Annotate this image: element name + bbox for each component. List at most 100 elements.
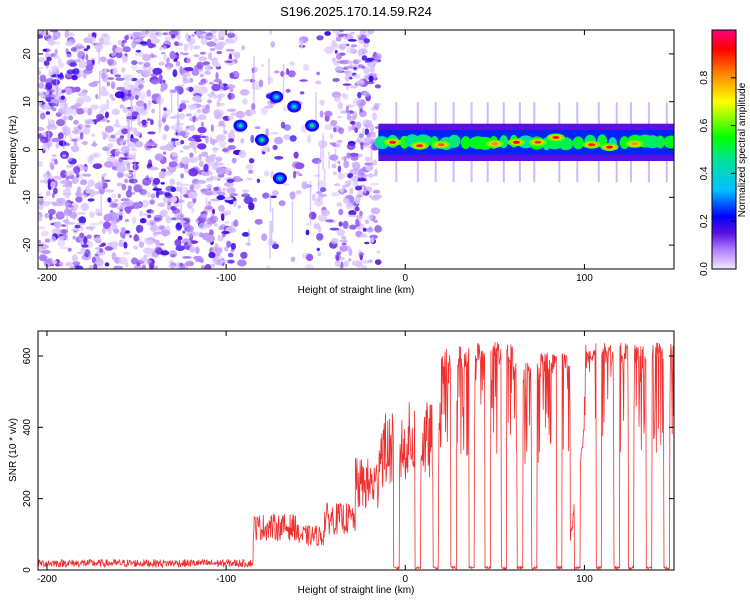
heatmap-cell xyxy=(170,253,176,258)
heatmap-streak xyxy=(223,119,225,133)
heatmap-cell xyxy=(198,114,207,121)
heatmap-cell xyxy=(191,207,195,214)
heatmap-cell xyxy=(316,71,320,76)
heatmap-cell xyxy=(124,200,134,206)
heatmap-cell xyxy=(347,214,357,218)
heatmap-cell xyxy=(198,81,205,86)
heatmap-cell xyxy=(56,263,61,267)
heatmap-cell xyxy=(286,68,290,75)
heatmap-cell xyxy=(39,112,46,120)
heatmap-cell xyxy=(345,105,349,114)
heatmap-cell xyxy=(108,136,118,143)
heatmap-cell xyxy=(206,93,216,97)
heatmap-cell xyxy=(248,202,255,211)
heatmap-hotspot-peak xyxy=(259,138,264,142)
heatmap-cell xyxy=(353,73,361,79)
heatmap-cell xyxy=(226,40,236,44)
heatmap-cell xyxy=(73,141,78,146)
colorbar: 0.0 0.2 0.4 0.6 0.8 Normalized spectral ampl… xyxy=(699,29,748,276)
heatmap-cell xyxy=(137,61,144,65)
heatmap-cell xyxy=(106,81,111,87)
heatmap-cell xyxy=(131,60,138,65)
heatmap-cell xyxy=(343,35,346,40)
heatmap-cell xyxy=(349,224,357,230)
heatmap-cell xyxy=(287,70,296,78)
heatmap-cell xyxy=(572,136,584,150)
heatmap-cell xyxy=(240,138,245,144)
heatmap-cell xyxy=(57,238,66,247)
heatmap-cell xyxy=(201,265,206,269)
heatmap-cell xyxy=(74,224,81,229)
heatmap-cell xyxy=(66,156,73,162)
heatmap-cell xyxy=(196,108,202,114)
heatmap-streak xyxy=(270,220,273,246)
heatmap-cell xyxy=(350,154,359,161)
heatmap-cell xyxy=(362,127,366,136)
heatmap-cell xyxy=(38,160,44,167)
heatmap-cell xyxy=(92,119,101,123)
heatmap-cell xyxy=(76,211,86,215)
heatmap-cell xyxy=(70,229,81,232)
heatmap-cell xyxy=(354,140,364,143)
heatmap-cell xyxy=(133,184,143,193)
heatmap-cell xyxy=(153,231,163,235)
heatmap-cell xyxy=(105,111,109,119)
heatmap-cell xyxy=(166,66,172,71)
heatmap-streak xyxy=(271,208,274,233)
heatmap-y-ticks: -20 -10 0 10 20 xyxy=(22,48,674,252)
heatmap-streak xyxy=(210,171,213,182)
heatmap-cell xyxy=(160,82,168,91)
heatmap-cell xyxy=(45,65,49,69)
heatmap-cell xyxy=(75,222,86,226)
heatmap-cell xyxy=(311,157,322,164)
heatmap-cell xyxy=(357,49,363,57)
heatmap-cell xyxy=(129,138,139,143)
heatmap-cell xyxy=(90,133,95,137)
heatmap-cell xyxy=(184,168,190,174)
heatmap-cell xyxy=(69,170,75,175)
heatmap-cell xyxy=(110,134,116,139)
heatmap-hotspot-peak xyxy=(274,95,279,99)
heatmap-cell xyxy=(198,86,208,94)
heatmap-cell xyxy=(49,30,59,33)
heatmap-cell xyxy=(116,86,125,91)
heatmap-cell xyxy=(245,163,254,170)
heatmap-cell xyxy=(51,79,61,86)
heatmap-cell xyxy=(216,195,226,201)
heatmap-cell xyxy=(337,165,342,173)
heatmap-cells xyxy=(38,30,674,269)
heatmap-cell xyxy=(655,135,665,149)
heatmap-cell xyxy=(38,82,45,89)
x-tick-label: 100 xyxy=(576,574,593,585)
heatmap-cell xyxy=(134,141,144,148)
heatmap-cell xyxy=(175,61,181,67)
heatmap-cell xyxy=(319,110,324,118)
heatmap-cell xyxy=(331,163,337,169)
heatmap-cell xyxy=(359,210,363,216)
heatmap-cell xyxy=(175,245,185,252)
heatmap-cell xyxy=(116,182,124,187)
heatmap-cell xyxy=(362,144,372,149)
heatmap-cell xyxy=(176,187,181,191)
heatmap-cell xyxy=(199,73,204,78)
heatmap-cell xyxy=(249,109,256,115)
heatmap-streak xyxy=(100,193,103,216)
heatmap-cell xyxy=(337,160,341,165)
heatmap-cell xyxy=(169,89,177,94)
heatmap-hotspot-peak xyxy=(552,136,560,139)
heatmap-cell xyxy=(321,209,331,216)
heatmap-cell xyxy=(254,126,261,130)
heatmap-cell xyxy=(139,92,146,100)
heatmap-cell xyxy=(233,200,238,208)
heatmap-cell xyxy=(54,48,58,55)
heatmap-cell xyxy=(90,57,96,60)
heatmap-cell xyxy=(85,185,91,194)
heatmap-cell xyxy=(356,121,362,130)
heatmap-cell xyxy=(250,134,255,144)
heatmap-cell xyxy=(349,77,353,80)
heatmap-cell xyxy=(228,183,235,187)
heatmap-cell xyxy=(38,193,42,196)
heatmap-cell xyxy=(213,38,219,43)
heatmap-cell xyxy=(238,150,247,159)
